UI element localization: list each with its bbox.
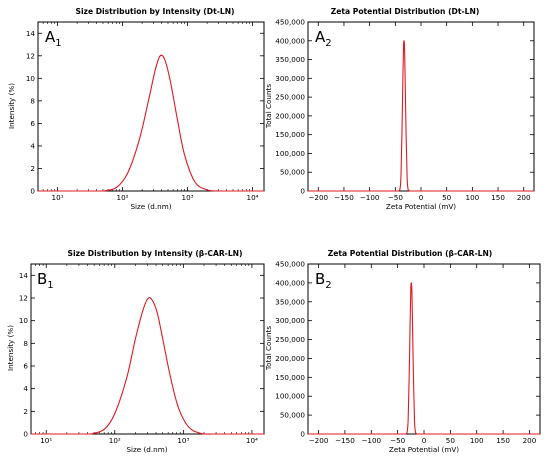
x-tick-label: 150	[496, 436, 510, 445]
y-tick-label: 150,000	[275, 373, 305, 382]
y-tick-label: 400,000	[275, 36, 305, 45]
x-tick-label: 10⁴	[246, 436, 258, 445]
series-line	[31, 297, 264, 435]
x-tick-label: 50	[442, 193, 452, 202]
x-tick-label: 10²	[109, 436, 121, 445]
chart-b2-frame	[307, 263, 541, 435]
y-tick-label: 0	[23, 430, 28, 439]
chart-b2-ticks: −200 −150 −100 −50 0 50 100 150 200 0 50,000 100,00…	[275, 260, 540, 445]
chart-a1: Size Distribution by Intensity (Dt-LN) 1…	[7, 7, 265, 211]
y-tick-label: 2	[23, 407, 28, 416]
y-tick-label: 4	[30, 141, 35, 150]
y-tick-label: 0	[300, 430, 305, 439]
x-tick-label: 10³	[177, 436, 189, 445]
chart-b2-panel-label: B2	[315, 270, 332, 291]
chart-b2-xlabel: Zeta Potential (mV)	[389, 445, 459, 454]
chart-a1-panel-label: A1	[45, 28, 62, 49]
x-tick-label: −150	[335, 436, 355, 445]
chart-a1-title: Size Distribution by Intensity (Dt-LN)	[75, 7, 234, 16]
chart-a2: Zeta Potential Distribution (Dt-LN) −200…	[264, 7, 535, 211]
y-tick-label: 250,000	[275, 335, 305, 344]
x-tick-label: −150	[334, 193, 354, 202]
series-line	[308, 282, 540, 435]
chart-b2: Zeta Potential Distribution (β-CAR-LN) −…	[264, 249, 541, 454]
chart-a1-xlabel: Size (d.nm)	[130, 202, 171, 211]
x-tick-label: −200	[308, 193, 328, 202]
chart-a2-ticks: −200 −150 −100 −50 0 50 100 150 200 0 50,000 100,00…	[275, 18, 534, 202]
y-tick-label: 8	[30, 96, 35, 105]
y-tick-label: 12	[19, 294, 28, 303]
chart-a1-ylabel: Intensity (%)	[7, 83, 16, 129]
y-tick-label: 6	[30, 119, 35, 128]
chart-b1-panel-label: B1	[37, 270, 54, 291]
series-line	[38, 54, 264, 192]
y-tick-label: 0	[30, 187, 35, 196]
chart-a2-panel-label: A2	[315, 28, 332, 49]
chart-a1-ticks: 10¹ 10² 10³ 10⁴ 0 2 4 6 8 10 12 14	[26, 22, 264, 202]
y-tick-label: 8	[23, 339, 28, 348]
y-tick-label: 250,000	[275, 93, 305, 102]
y-tick-label: 450,000	[275, 18, 305, 27]
x-tick-label: 10⁴	[247, 193, 259, 202]
y-tick-label: 0	[300, 187, 305, 196]
x-tick-label: 10²	[117, 193, 129, 202]
chart-a2-title: Zeta Potential Distribution (Dt-LN)	[331, 7, 480, 16]
chart-b1-ticks: 10¹ 10² 10³ 10⁴ 0 2 4 6 8 10 12 14	[19, 264, 264, 445]
chart-b1: Size Distribution by Intensity (β-CAR-LN…	[6, 249, 265, 454]
y-tick-label: 200,000	[275, 111, 305, 120]
y-tick-label: 100,000	[275, 392, 305, 401]
y-tick-label: 100,000	[275, 149, 305, 158]
y-tick-label: 10	[26, 74, 36, 83]
x-tick-label: −200	[309, 436, 329, 445]
chart-b1-ylabel: Intensity (%)	[6, 325, 15, 371]
y-tick-label: 350,000	[275, 297, 305, 306]
y-tick-label: 450,000	[275, 260, 305, 269]
y-tick-label: 4	[23, 384, 28, 393]
x-tick-label: 100	[470, 436, 484, 445]
y-tick-label: 200,000	[275, 354, 305, 363]
chart-b1-title: Size Distribution by Intensity (β-CAR-LN…	[68, 249, 243, 258]
chart-b1-xlabel: Size (d.nm)	[126, 445, 167, 454]
x-tick-label: −50	[388, 193, 404, 202]
chart-a1-frame	[37, 21, 265, 192]
x-tick-label: 150	[491, 193, 505, 202]
y-tick-label: 350,000	[275, 55, 305, 64]
y-tick-label: 150,000	[275, 130, 305, 139]
chart-a2-frame	[307, 21, 535, 192]
y-tick-label: 10	[19, 316, 29, 325]
chart-a2-xlabel: Zeta Potential (mV)	[386, 202, 456, 211]
x-tick-label: 10³	[182, 193, 194, 202]
y-tick-label: 2	[30, 164, 35, 173]
x-tick-label: 200	[517, 193, 531, 202]
chart-a2-series	[308, 40, 534, 192]
chart-b2-series	[308, 282, 540, 435]
x-tick-label: 50	[446, 436, 456, 445]
chart-b1-frame	[30, 263, 265, 435]
chart-b2-ylabel: Total Counts	[264, 326, 273, 371]
x-tick-label: −50	[390, 436, 406, 445]
y-tick-label: 50,000	[280, 411, 306, 420]
chart-b1-series	[31, 297, 264, 435]
x-tick-label: −100	[361, 436, 381, 445]
x-tick-label: −100	[360, 193, 380, 202]
y-tick-label: 14	[26, 29, 36, 38]
y-tick-label: 14	[19, 271, 29, 280]
x-tick-label: 0	[419, 193, 424, 202]
chart-b2-title: Zeta Potential Distribution (β-CAR-LN)	[328, 249, 493, 258]
y-tick-label: 300,000	[275, 74, 305, 83]
y-tick-label: 12	[26, 51, 35, 60]
x-tick-label: 10¹	[52, 193, 64, 202]
chart-a1-series	[38, 54, 264, 192]
y-tick-label: 300,000	[275, 316, 305, 325]
x-tick-label: 0	[422, 436, 427, 445]
chart-a2-ylabel: Total Counts	[264, 84, 273, 129]
y-tick-label: 6	[23, 362, 28, 371]
x-tick-label: 200	[523, 436, 537, 445]
x-tick-label: 100	[466, 193, 480, 202]
y-tick-label: 400,000	[275, 278, 305, 287]
x-tick-label: 10¹	[40, 436, 52, 445]
y-tick-label: 50,000	[280, 168, 306, 177]
series-line	[308, 40, 534, 192]
